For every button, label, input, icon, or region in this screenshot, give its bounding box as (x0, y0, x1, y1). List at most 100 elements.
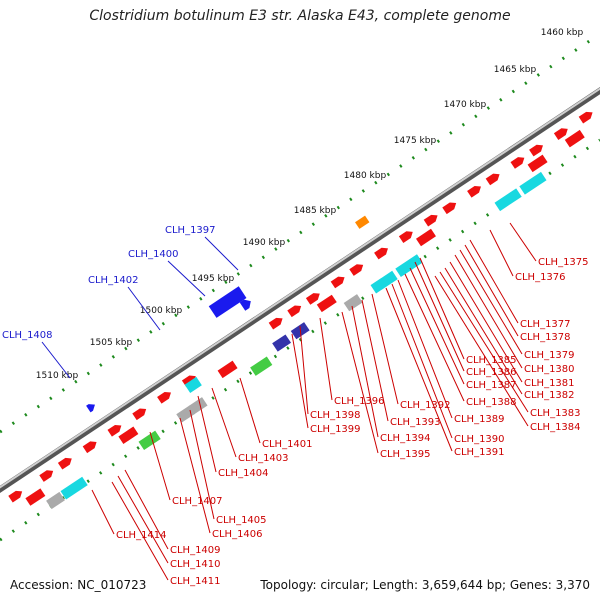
scale-label: 1470 kbp (444, 100, 487, 110)
gene-label: CLH_1398 (310, 410, 361, 421)
label-leader (167, 260, 206, 297)
label-leader (299, 325, 309, 415)
label-leader (414, 261, 465, 372)
gene-label: CLH_1391 (454, 447, 505, 458)
gene-arrow (157, 391, 171, 404)
gene-block (355, 215, 370, 229)
gene-label: CLH_1395 (380, 449, 431, 460)
gene-arrow (442, 202, 457, 215)
gene-label: CLH_1386 (466, 367, 517, 378)
label-leader (149, 431, 171, 501)
label-leader (91, 489, 115, 535)
label-leader (41, 341, 71, 379)
label-leader (397, 279, 453, 419)
gene-label: CLH_1407 (172, 496, 223, 507)
scale-label: 1495 kbp (192, 274, 235, 284)
gene-block (250, 356, 273, 376)
gene-arrow (374, 247, 388, 260)
gene-label: CLH_1379 (524, 350, 575, 361)
label-leader (391, 283, 453, 439)
scale-label: 1490 kbp (243, 238, 286, 248)
gene-block (46, 491, 65, 510)
label-leader (211, 387, 237, 458)
gene-arrow (423, 214, 438, 227)
scale-label: 1475 kbp (394, 136, 437, 146)
scale-label: 1480 kbp (344, 171, 387, 181)
label-leader (341, 311, 379, 454)
gene-arrow (330, 276, 345, 289)
gene-block (343, 294, 363, 312)
label-leader (371, 293, 399, 405)
label-leader (117, 475, 169, 564)
gene-arrow (57, 457, 72, 470)
gene-block (184, 376, 202, 393)
gene-arrow (239, 299, 251, 311)
label-leader (291, 333, 309, 429)
gene-label: CLH_1384 (530, 422, 581, 433)
gene-label: CLH_1396 (334, 396, 385, 407)
label-leader (469, 239, 519, 324)
gene-label: CLH_1405 (216, 515, 267, 526)
label-leader (404, 273, 465, 402)
gene-arrow (287, 305, 302, 318)
gene-label: CLH_1411 (170, 576, 221, 587)
gene-label: CLH_1390 (454, 434, 505, 445)
gene-label-highlight: CLH_1400 (128, 249, 179, 260)
gene-arrow (578, 111, 593, 124)
gene-label: CLH_1401 (262, 439, 313, 450)
gene-label-highlight: CLH_1397 (165, 225, 216, 236)
gene-label: CLH_1381 (524, 378, 575, 389)
gene-arrow (39, 470, 54, 482)
gene-label: CLH_1393 (390, 417, 441, 428)
scale-track (0, 32, 600, 434)
gene-block (138, 430, 161, 451)
gene-label: CLH_1375 (538, 257, 589, 268)
gene-arrow (485, 173, 500, 186)
label-leader (111, 481, 169, 581)
gene-label: CLH_1414 (116, 530, 167, 541)
gene-block (272, 334, 292, 352)
feature-track (8, 111, 593, 510)
gene-arrow (132, 408, 147, 421)
gene-arrow (529, 144, 543, 157)
gene-arrow (510, 157, 525, 169)
label-leader (454, 254, 523, 369)
label-leader (509, 222, 537, 262)
genome-summary: Topology: circular; Length: 3,659,644 bp… (260, 578, 590, 592)
gene-label: CLH_1378 (520, 332, 571, 343)
gene-label-highlight: CLH_1408 (2, 330, 53, 341)
gene-arrow (467, 185, 481, 198)
scale-label: 1505 kbp (90, 338, 133, 348)
gene-label: CLH_1383 (530, 408, 581, 419)
scale-label: 1500 kbp (140, 306, 183, 316)
gene-arrow (8, 490, 23, 503)
gene-label: CLH_1385 (466, 355, 517, 366)
gene-label: CLH_1387 (466, 380, 517, 391)
gene-block (519, 171, 547, 195)
scale-labels: 1460 kbp 1465 kbp 1470 kbp 1475 kbp 1480 kbp… (36, 28, 584, 381)
gene-arrow (86, 404, 95, 413)
label-leader (459, 249, 523, 355)
gene-block (217, 360, 238, 379)
gene-arrow (349, 264, 364, 276)
gene-label: CLH_1382 (524, 390, 575, 401)
gene-block (176, 405, 196, 423)
label-leader (189, 409, 215, 520)
label-leader (319, 317, 333, 401)
gene-block (188, 397, 208, 415)
gene-block (527, 154, 548, 173)
label-leader (204, 236, 239, 271)
gene-block (25, 488, 46, 506)
gene-label: CLH_1404 (218, 468, 269, 479)
gene-label: CLH_1409 (170, 545, 221, 556)
gene-label: CLH_1377 (520, 319, 571, 330)
label-leader (439, 271, 529, 413)
gene-block (494, 188, 522, 212)
label-leader (419, 257, 465, 360)
gene-block (564, 129, 585, 148)
genome-backbone (0, 87, 600, 493)
scale-label: 1460 kbp (541, 28, 584, 38)
gene-block (370, 270, 398, 294)
gene-arrow (398, 231, 413, 243)
